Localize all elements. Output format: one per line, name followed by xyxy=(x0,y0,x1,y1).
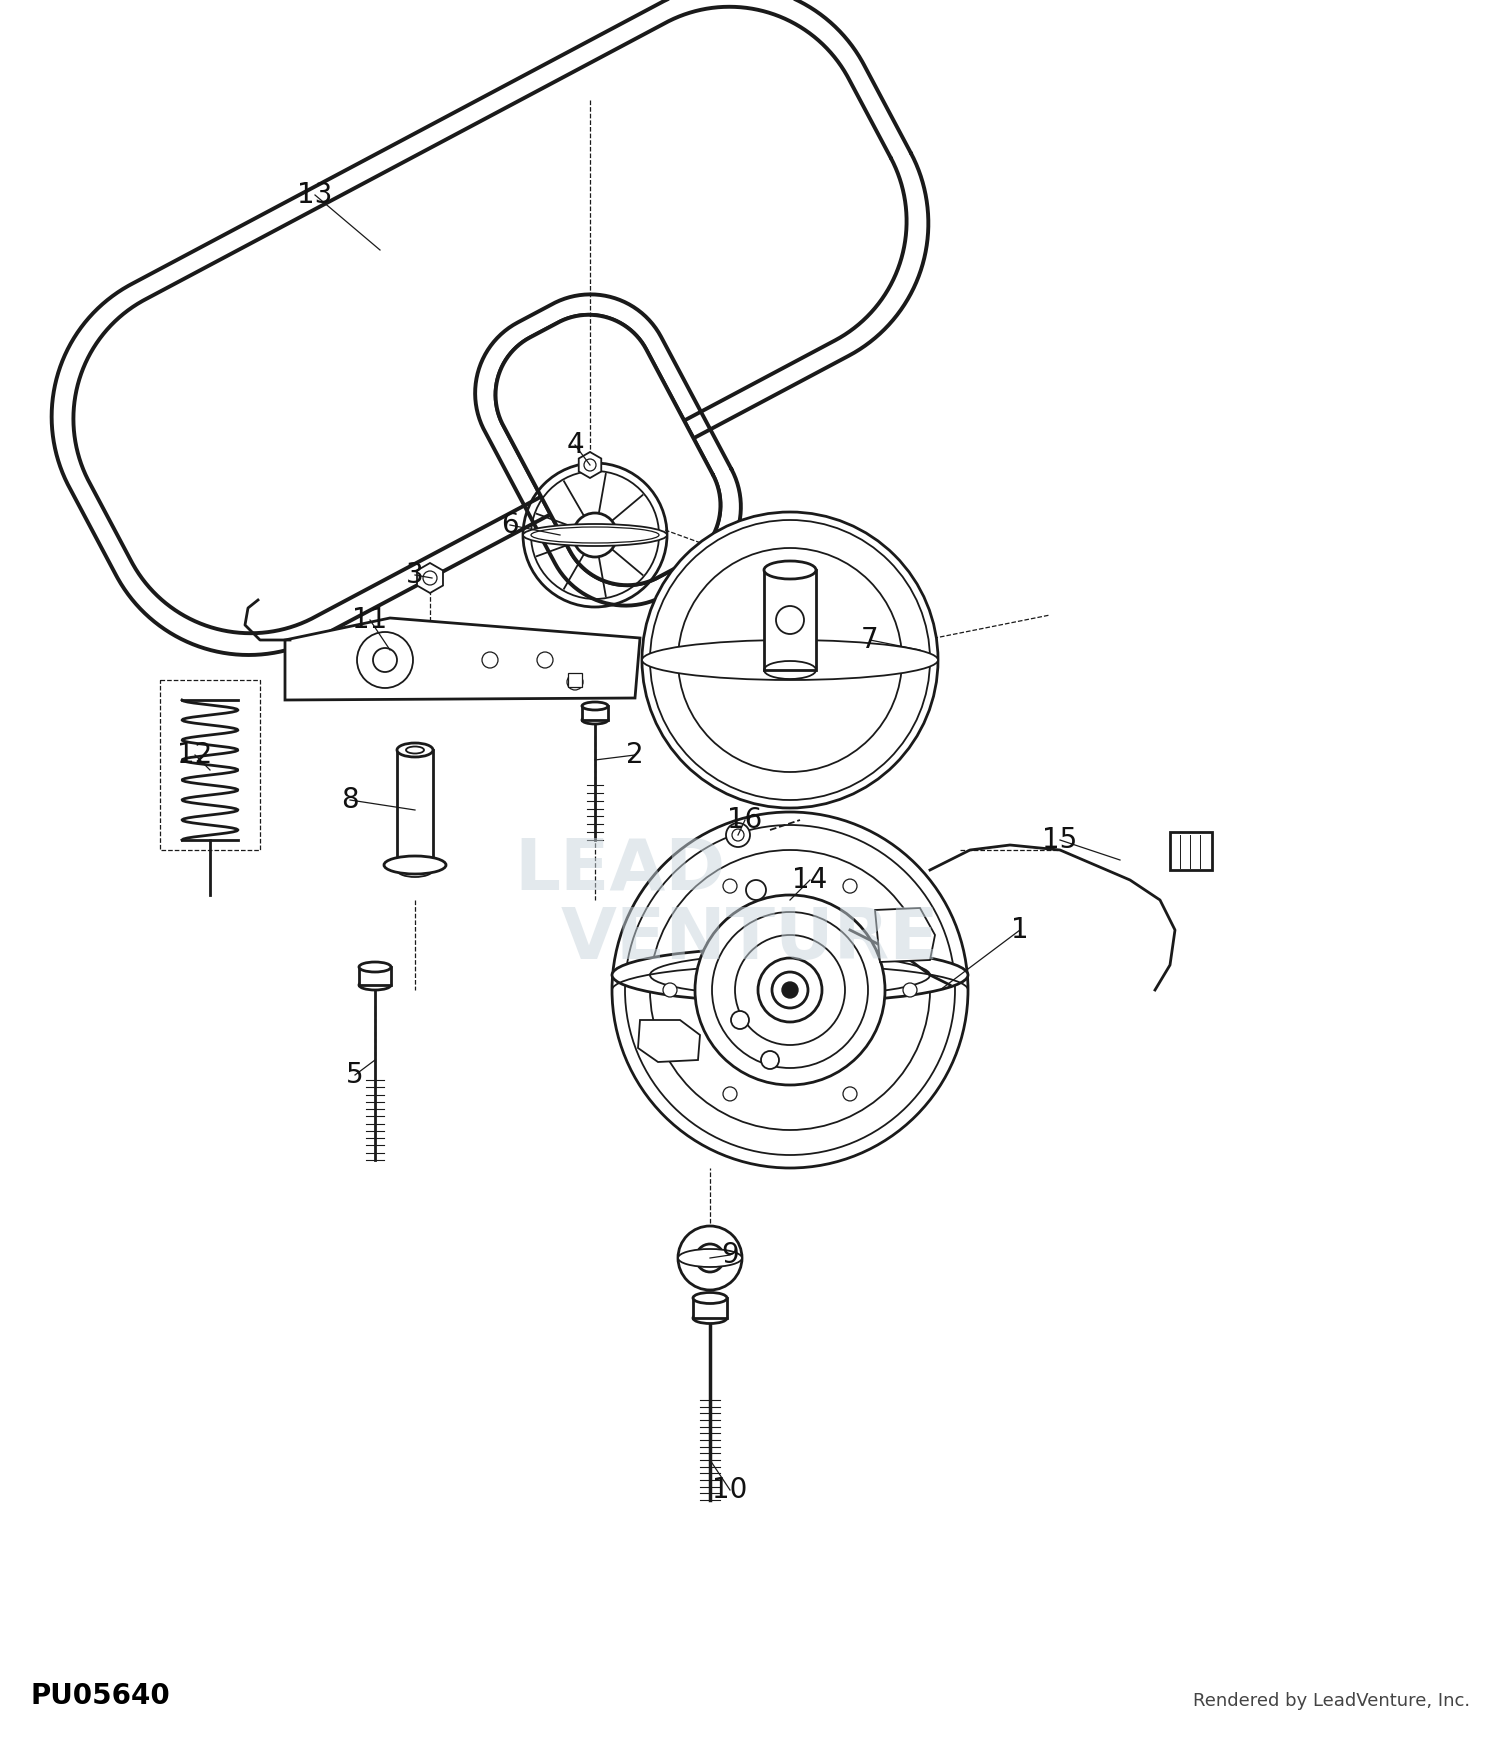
Polygon shape xyxy=(638,1020,700,1062)
Ellipse shape xyxy=(524,523,668,546)
Bar xyxy=(582,705,608,719)
Bar xyxy=(1170,831,1212,870)
Bar xyxy=(358,968,392,985)
Text: 13: 13 xyxy=(297,180,333,208)
Text: 15: 15 xyxy=(1042,826,1077,854)
Text: LEAD: LEAD xyxy=(514,835,726,905)
Polygon shape xyxy=(579,452,602,478)
Ellipse shape xyxy=(582,702,608,710)
Polygon shape xyxy=(874,908,934,962)
Circle shape xyxy=(843,878,856,892)
Ellipse shape xyxy=(612,947,968,1003)
Circle shape xyxy=(642,513,938,808)
Circle shape xyxy=(730,1011,748,1029)
Circle shape xyxy=(903,984,916,997)
Bar xyxy=(693,1298,728,1318)
Ellipse shape xyxy=(398,744,433,758)
Ellipse shape xyxy=(678,1250,742,1267)
Bar xyxy=(568,674,582,688)
Polygon shape xyxy=(285,618,640,700)
Text: 1: 1 xyxy=(1011,915,1029,943)
Text: Rendered by LeadVenture, Inc.: Rendered by LeadVenture, Inc. xyxy=(1192,1692,1470,1710)
Ellipse shape xyxy=(384,856,446,873)
Text: 11: 11 xyxy=(352,606,387,634)
Circle shape xyxy=(772,971,808,1008)
Circle shape xyxy=(723,1087,736,1101)
Circle shape xyxy=(423,570,436,584)
Text: 4: 4 xyxy=(566,430,584,458)
Circle shape xyxy=(537,653,554,668)
Text: 8: 8 xyxy=(340,786,358,814)
Circle shape xyxy=(760,1052,778,1069)
Ellipse shape xyxy=(358,963,392,971)
Text: VENTURE: VENTURE xyxy=(561,905,939,975)
Circle shape xyxy=(586,527,603,542)
Text: PU05640: PU05640 xyxy=(30,1682,170,1710)
Text: 3: 3 xyxy=(406,562,424,590)
Bar xyxy=(764,570,816,670)
Circle shape xyxy=(782,982,798,997)
Text: 9: 9 xyxy=(722,1241,740,1269)
Polygon shape xyxy=(417,564,442,593)
Ellipse shape xyxy=(582,716,608,724)
Ellipse shape xyxy=(764,562,816,579)
Circle shape xyxy=(567,674,584,690)
Circle shape xyxy=(374,648,398,672)
Circle shape xyxy=(573,513,616,556)
Ellipse shape xyxy=(358,980,392,990)
Text: 6: 6 xyxy=(501,511,519,539)
Ellipse shape xyxy=(693,1312,728,1323)
Text: 10: 10 xyxy=(712,1475,747,1503)
Circle shape xyxy=(723,878,736,892)
Text: 7: 7 xyxy=(861,626,879,654)
Circle shape xyxy=(663,984,676,997)
Circle shape xyxy=(694,894,885,1085)
Polygon shape xyxy=(495,315,720,584)
Circle shape xyxy=(732,830,744,842)
Ellipse shape xyxy=(642,640,938,681)
Text: 5: 5 xyxy=(346,1060,364,1088)
Circle shape xyxy=(746,880,766,900)
Text: 2: 2 xyxy=(626,740,644,768)
Circle shape xyxy=(696,1244,724,1272)
Circle shape xyxy=(584,458,596,471)
Circle shape xyxy=(843,1087,856,1101)
Circle shape xyxy=(612,812,968,1167)
Circle shape xyxy=(678,1227,742,1290)
Ellipse shape xyxy=(693,1293,728,1304)
Text: 14: 14 xyxy=(792,866,828,894)
Circle shape xyxy=(357,632,413,688)
Circle shape xyxy=(758,957,822,1022)
Text: 12: 12 xyxy=(177,740,213,768)
Text: 16: 16 xyxy=(728,807,762,835)
Circle shape xyxy=(776,606,804,634)
Circle shape xyxy=(482,653,498,668)
Circle shape xyxy=(726,822,750,847)
Bar xyxy=(398,751,433,870)
